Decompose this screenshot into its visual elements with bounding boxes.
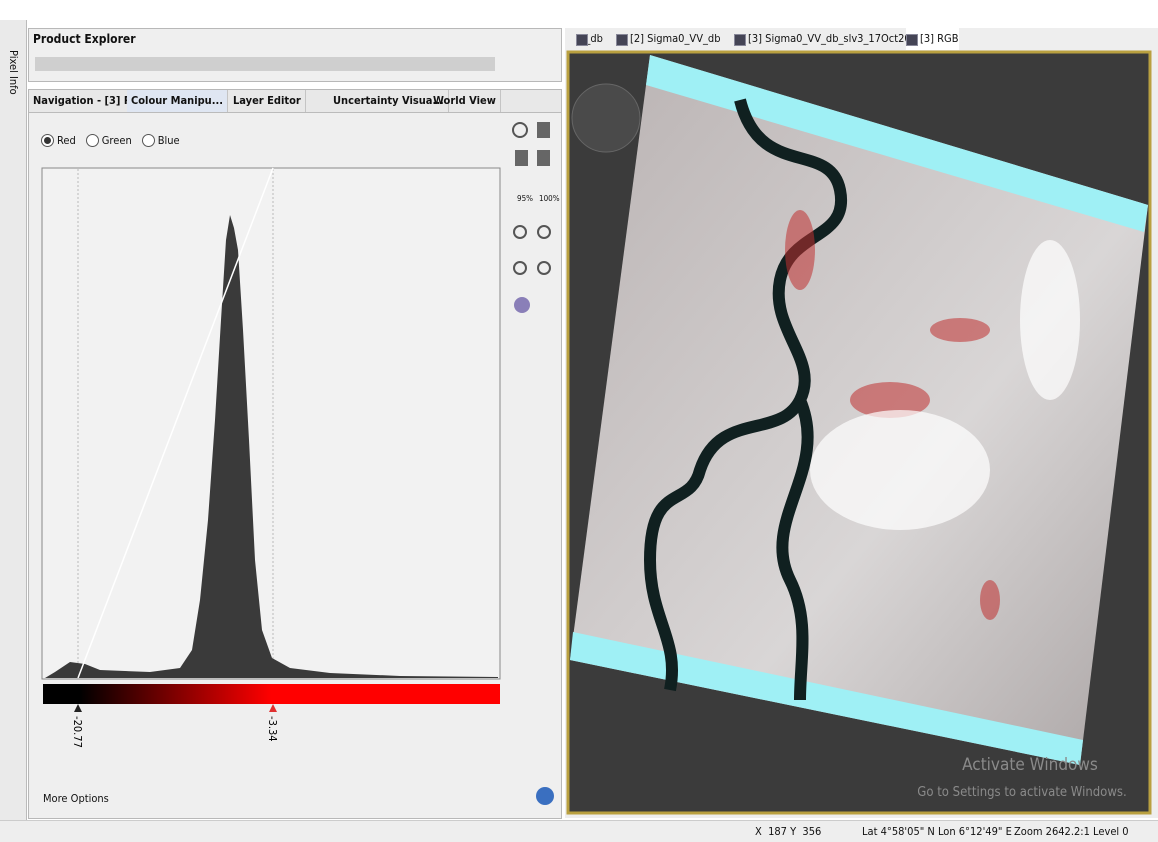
icon-zoom-in[interactable] — [514, 226, 526, 238]
help-icon[interactable] — [536, 787, 554, 805]
slider-red[interactable] — [269, 704, 277, 712]
image-tab[interactable]: [2] Sigma0_VV_db — [616, 28, 720, 50]
tool-icons — [513, 122, 550, 313]
image-tab[interactable]: ..._db — [576, 28, 603, 50]
icon-reset[interactable] — [513, 123, 527, 137]
navigation-control[interactable] — [572, 84, 640, 152]
icon-multi[interactable] — [537, 150, 550, 166]
image-tab[interactable]: [3] RGB — [906, 28, 959, 50]
status-zoom: Zoom 2642.2:1 Level 0 — [1014, 825, 1129, 838]
icon-import[interactable] — [537, 122, 550, 138]
slider-label: -20.77 — [71, 716, 84, 748]
icon-info[interactable] — [514, 297, 530, 313]
icon-zoom-h-in[interactable] — [514, 262, 526, 274]
histogram-frame — [42, 168, 500, 679]
status-bar: X 187 Y 356 Lat 4°58'05" N Lon 6°12'49" … — [0, 820, 1158, 842]
app-window: Pixel Info Product Explorer Navigation -… — [0, 0, 1158, 841]
image-tab[interactable]: [3] Sigma0_VV_db_slv3_17Oct2019 — [734, 28, 923, 50]
icon-zoom-out[interactable] — [538, 226, 550, 238]
drawing-layer: -20.77 -3.34 Activate Windows Go to Sett… — [0, 0, 1158, 841]
icon-export[interactable] — [515, 150, 528, 166]
slider-black[interactable] — [74, 704, 82, 712]
colour-bar — [43, 684, 500, 704]
image-tab-bar: ..._db [2] Sigma0_VV_db [3] Sigma0_VV_db… — [568, 28, 1158, 50]
slider-label: -3.34 — [266, 716, 279, 742]
watermark-title: Activate Windows — [962, 755, 1098, 775]
icon-zoom-h-out[interactable] — [538, 262, 550, 274]
status-position: X 187 Y 356 — [755, 825, 821, 838]
status-location: Lat 4°58'05" N Lon 6°12'49" E — [862, 825, 1012, 838]
watermark-text: Go to Settings to activate Windows. — [917, 785, 1126, 800]
